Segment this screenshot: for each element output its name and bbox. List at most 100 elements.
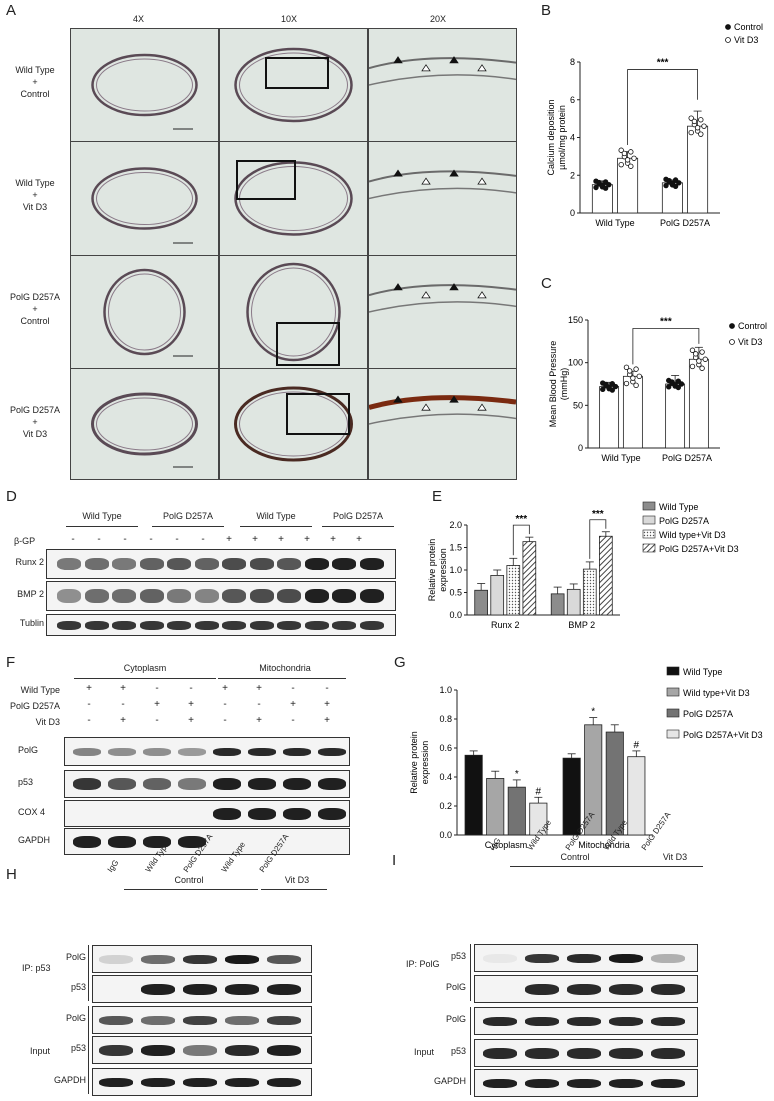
treatment-label: β-GP [14, 536, 36, 546]
data-point [699, 365, 705, 371]
y-axis-label: Relative proteinexpression [427, 539, 448, 602]
band [332, 589, 356, 603]
condition-sign: - [223, 715, 227, 726]
row-label: Wild Type + Vit D3 [3, 177, 67, 213]
legend-swatch [666, 708, 680, 718]
data-point [702, 356, 708, 362]
data-point [602, 185, 609, 191]
chart-c: 0 50 100 150 Mean Blood Pressure(mmHg) Wild T… [548, 315, 767, 463]
group-label: PolG D257A [162, 511, 214, 521]
bar [522, 541, 537, 616]
band [141, 1077, 175, 1087]
band [525, 953, 559, 963]
input-bracket [470, 1007, 471, 1095]
data-point [688, 129, 694, 136]
condition-sign: - [155, 715, 159, 726]
y-tick-label: 2.0 [449, 520, 462, 530]
vessel-wall [369, 284, 516, 297]
band [178, 747, 206, 756]
x-tick-label: BMP 2 [568, 620, 595, 630]
band [651, 953, 685, 963]
vessel-wall [369, 57, 516, 70]
y-tick-label: 0 [578, 443, 583, 453]
micrograph [70, 255, 219, 369]
y-tick-label: 1.5 [449, 543, 462, 553]
treatment-sign: + [278, 534, 284, 545]
blot-strip [46, 581, 396, 611]
band [267, 983, 301, 995]
band [267, 1015, 301, 1025]
y-tick-label: 1.0 [449, 565, 462, 575]
condition-sign: - [291, 715, 295, 726]
legend-swatch [642, 515, 656, 525]
blot-row-label: p53 [450, 951, 466, 961]
band [139, 620, 164, 630]
blot-strip [92, 945, 312, 973]
band [283, 778, 311, 790]
group-underline [124, 889, 258, 890]
data-point [699, 349, 705, 355]
micrograph [219, 255, 368, 369]
panel-label-f: F [6, 654, 16, 671]
band [112, 620, 136, 630]
group-underline [152, 526, 224, 527]
arrowhead-marker [393, 395, 403, 403]
condition-sign: + [222, 683, 228, 694]
y-axis-label: Mean Blood Pressure(mmHg) [548, 341, 569, 428]
data-point [609, 387, 616, 393]
bar [665, 383, 686, 449]
band [525, 1047, 559, 1059]
group-label: Control [560, 852, 590, 862]
data-point [675, 384, 682, 391]
panel-label-d: D [6, 488, 17, 505]
blot-row-label: PolG [445, 982, 466, 992]
band [213, 778, 241, 790]
y-tick-label: 0.0 [439, 830, 452, 840]
condition-sign: - [257, 699, 261, 710]
arrowhead-marker [393, 169, 403, 177]
arrowhead-marker [421, 291, 431, 299]
row-label: Wild Type + Control [3, 64, 67, 100]
y-tick-label: 0 [570, 208, 575, 218]
group-label: Vit D3 [662, 852, 688, 862]
legend-marker [725, 37, 731, 43]
blot-strip [92, 975, 312, 1003]
band [248, 807, 276, 820]
group-underline [510, 866, 640, 867]
data-point [618, 147, 624, 153]
band [194, 589, 219, 603]
ip-bracket [470, 944, 471, 1001]
y-tick-label: 1.0 [439, 685, 452, 695]
data-point [633, 366, 639, 372]
treatment-sign: - [201, 534, 205, 545]
band [167, 620, 191, 630]
group-underline [322, 526, 394, 527]
band [183, 1044, 217, 1056]
x-tick-label: Cytoplasm [485, 840, 528, 850]
band [222, 620, 246, 630]
band [213, 747, 241, 756]
blot-strip [92, 1068, 312, 1096]
zoom-box [265, 57, 329, 89]
blot-strip [474, 1069, 698, 1097]
vessel-ring [91, 392, 198, 456]
micrograph [368, 368, 517, 480]
row-label-line: Wild Type [15, 65, 55, 75]
band [609, 1016, 643, 1026]
legend-entry: Wild Type [683, 667, 722, 677]
data-point [676, 180, 682, 186]
treatment-sign: - [175, 534, 179, 545]
condition-sign: + [86, 683, 92, 694]
significance-marker: # [634, 740, 640, 751]
condition-sign: - [189, 683, 193, 694]
band [99, 954, 133, 964]
legend-entry: Wild Type [659, 502, 698, 512]
row-label-line: Control [20, 89, 50, 99]
micrograph [70, 28, 219, 142]
data-point [628, 163, 634, 169]
x-tick-label: Runx 2 [491, 620, 520, 630]
y-tick-label: 100 [568, 358, 583, 368]
band [525, 1078, 559, 1088]
band [609, 1078, 643, 1088]
condition-sign: + [154, 699, 160, 710]
